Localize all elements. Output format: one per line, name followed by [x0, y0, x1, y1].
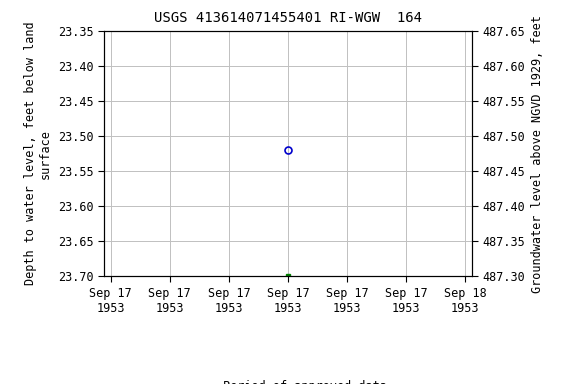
Y-axis label: Groundwater level above NGVD 1929, feet: Groundwater level above NGVD 1929, feet [531, 15, 544, 293]
Y-axis label: Depth to water level, feet below land
surface: Depth to water level, feet below land su… [24, 22, 52, 285]
Title: USGS 413614071455401 RI-WGW  164: USGS 413614071455401 RI-WGW 164 [154, 12, 422, 25]
Legend: Period of approved data: Period of approved data [185, 376, 391, 384]
